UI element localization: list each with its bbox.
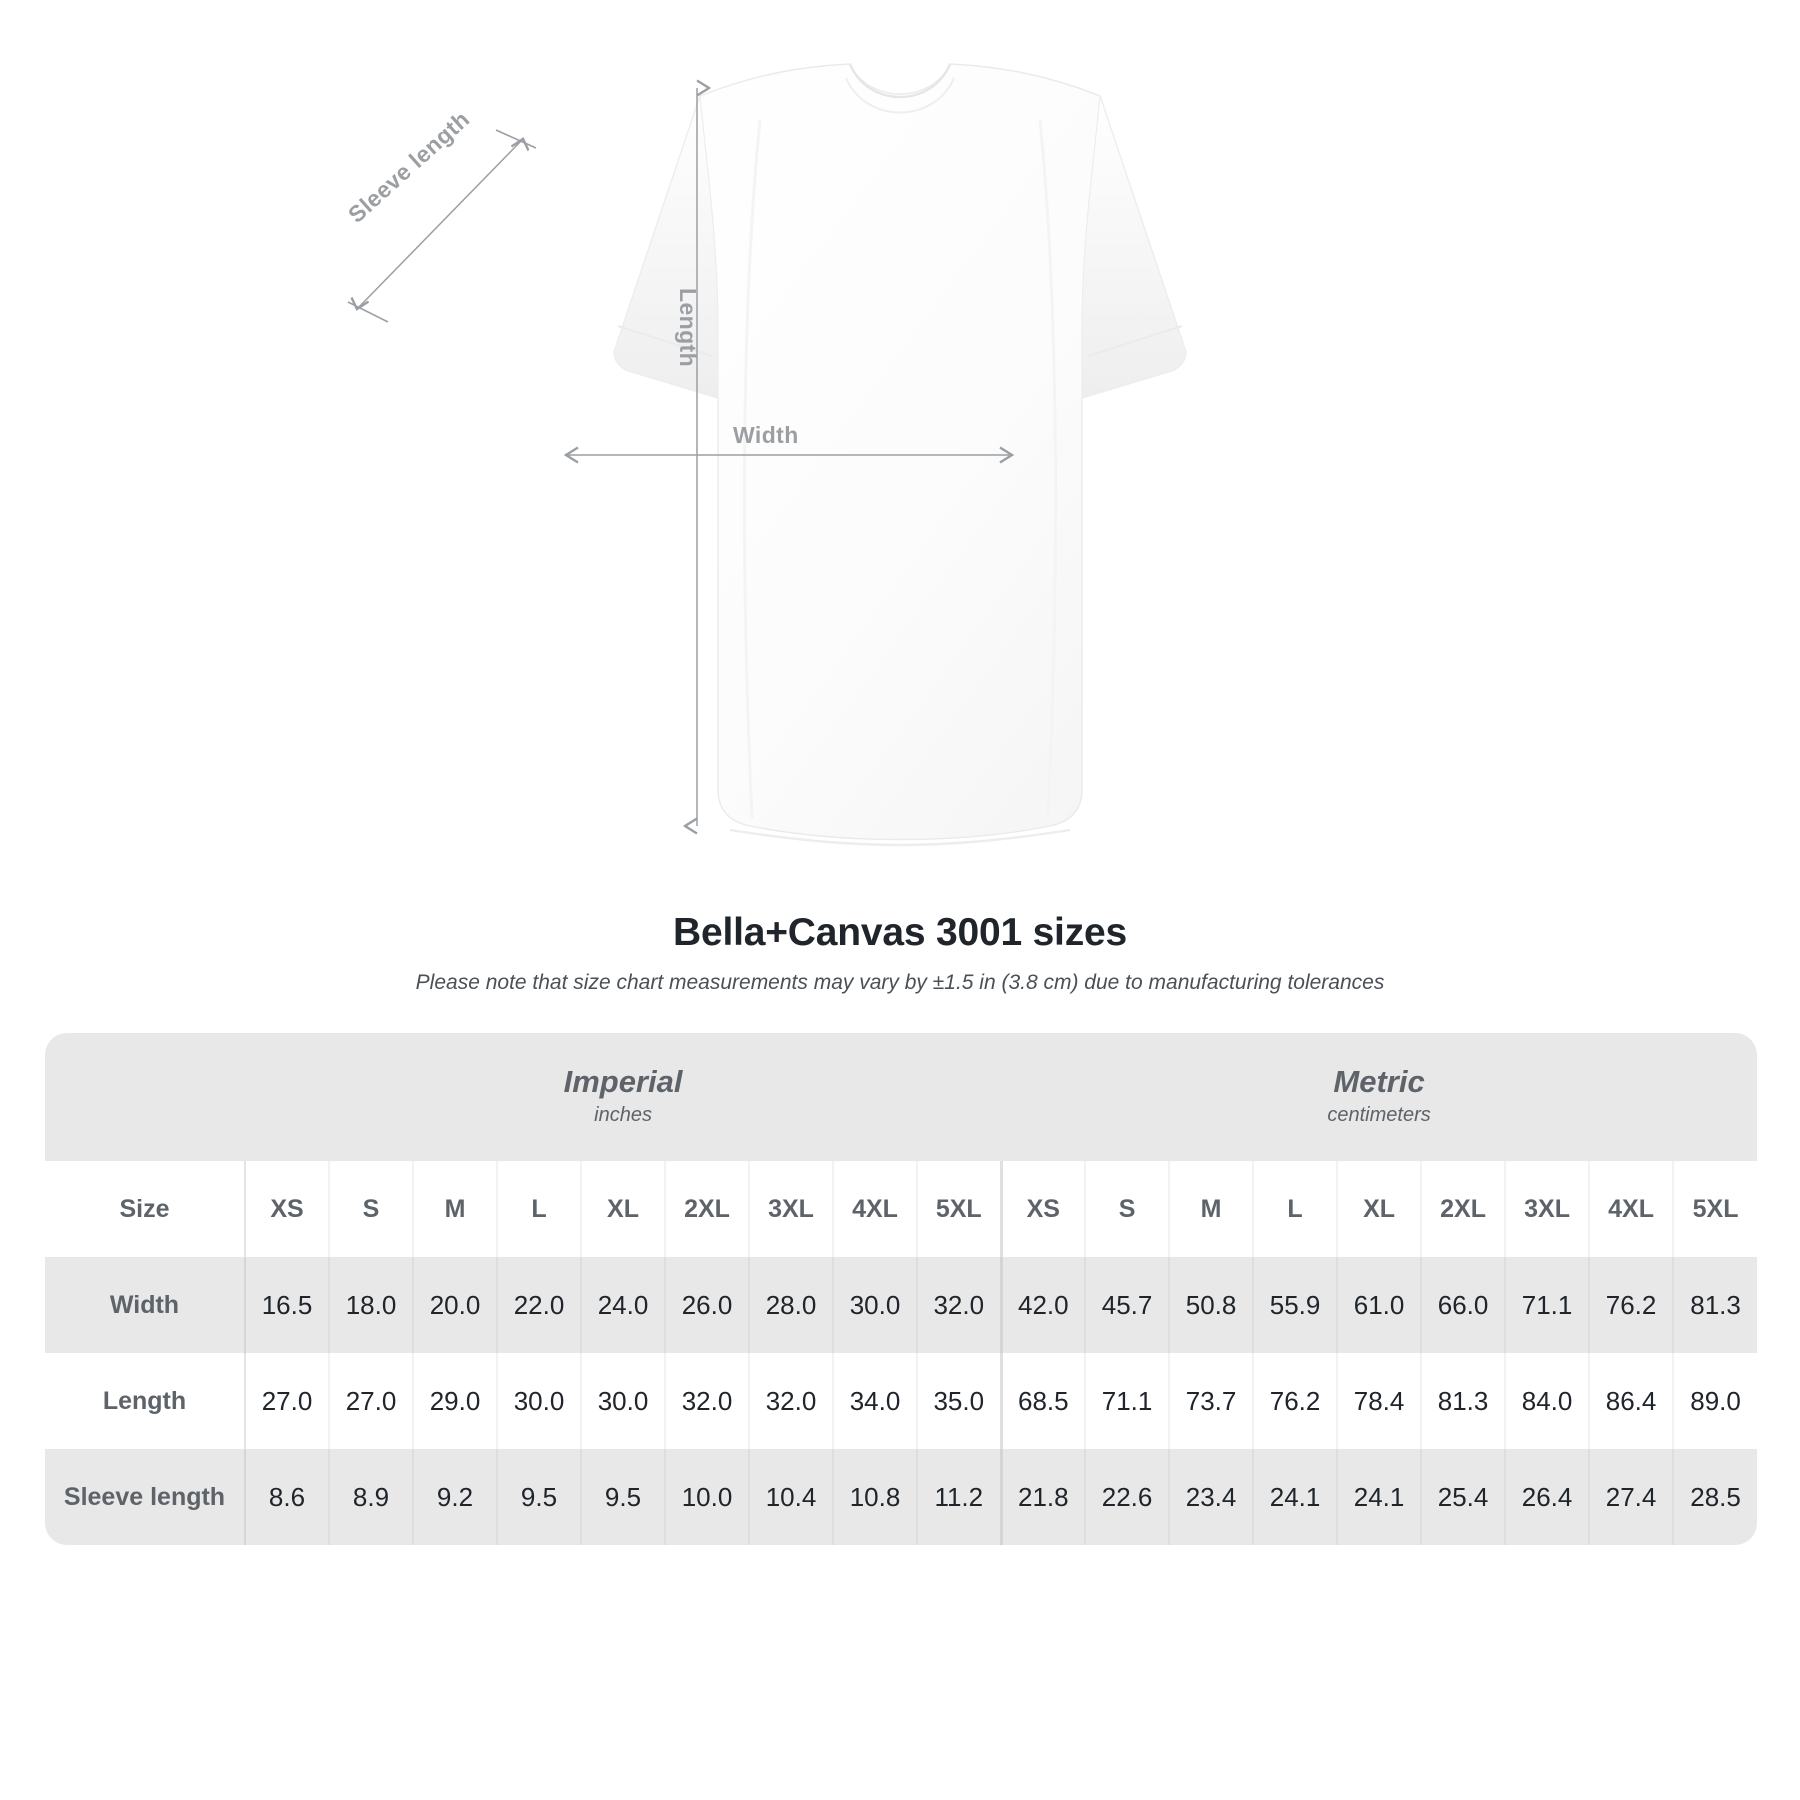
size-column-header: 3XL — [749, 1161, 834, 1257]
system-unit: inches — [594, 1103, 652, 1126]
table-row: Length 27.0 27.0 29.0 30.0 30.0 32.0 32.0 34.0 35… — [45, 1353, 1758, 1449]
table-cell: 78.4 — [1337, 1353, 1423, 1449]
table-cell: 30.0 — [497, 1353, 582, 1449]
system-name: Imperial — [563, 1064, 683, 1100]
table-cell: 20.0 — [413, 1257, 498, 1353]
size-column-header: 5XL — [1673, 1161, 1758, 1257]
table-cell: 76.2 — [1589, 1257, 1675, 1353]
size-header-row: Size XS S M L XL 2XL 3XL 4XL 5XL XS S M L XL 2XL 3XL 4XL 5… — [45, 1161, 1758, 1257]
table-cell: 71.1 — [1085, 1353, 1171, 1449]
table-cell: 84.0 — [1505, 1353, 1591, 1449]
size-column-header: M — [413, 1161, 498, 1257]
tshirt-illustration — [347, 63, 1187, 847]
table-cell: 16.5 — [245, 1257, 330, 1353]
system-unit: centimeters — [1327, 1103, 1431, 1126]
size-column-header: XL — [581, 1161, 666, 1257]
table-cell: 42.0 — [1001, 1257, 1087, 1353]
size-column-header: 3XL — [1505, 1161, 1591, 1257]
table-cell: 61.0 — [1337, 1257, 1423, 1353]
table-cell: 26.0 — [665, 1257, 750, 1353]
table-cell: 8.9 — [329, 1449, 414, 1545]
table-row: Width 16.5 18.0 20.0 22.0 24.0 26.0 28.0 30.0 32.… — [45, 1257, 1758, 1353]
measurement-system-row: Imperial inches Metric centimeters — [45, 1033, 1758, 1161]
table-cell: 30.0 — [833, 1257, 918, 1353]
size-column-header: XS — [1001, 1161, 1087, 1257]
table-cell: 9.5 — [497, 1449, 582, 1545]
system-row-corner — [45, 1033, 245, 1161]
table-cell: 35.0 — [917, 1353, 1003, 1449]
table-cell: 9.2 — [413, 1449, 498, 1545]
size-column-header: XS — [245, 1161, 330, 1257]
size-column-header: S — [329, 1161, 414, 1257]
table-cell: 50.8 — [1169, 1257, 1255, 1353]
row-label-width: Width — [45, 1257, 246, 1353]
size-column-header: 2XL — [665, 1161, 750, 1257]
row-label-sleeve-length: Sleeve length — [45, 1449, 246, 1545]
table-cell: 32.0 — [665, 1353, 750, 1449]
table-cell: 66.0 — [1421, 1257, 1507, 1353]
page-title: Bella+Canvas 3001 sizes — [673, 911, 1127, 954]
table-cell: 71.1 — [1505, 1257, 1591, 1353]
size-column-header: M — [1169, 1161, 1255, 1257]
table-cell: 86.4 — [1589, 1353, 1675, 1449]
table-cell: 32.0 — [749, 1353, 834, 1449]
table-cell: 22.6 — [1085, 1449, 1171, 1545]
table-cell: 27.0 — [329, 1353, 414, 1449]
table-cell: 26.4 — [1505, 1449, 1591, 1545]
size-column-header: 4XL — [1589, 1161, 1675, 1257]
table-cell: 32.0 — [917, 1257, 1003, 1353]
table-row: Sleeve length 8.6 8.9 9.2 9.5 9.5 10.0 10.4 10.8… — [45, 1449, 1758, 1545]
system-name: Metric — [1333, 1064, 1425, 1100]
table-cell: 24.0 — [581, 1257, 666, 1353]
table-cell: 10.4 — [749, 1449, 834, 1545]
table-cell: 22.0 — [497, 1257, 582, 1353]
table-cell: 8.6 — [245, 1449, 330, 1545]
size-column-header: 2XL — [1421, 1161, 1507, 1257]
system-header-imperial: Imperial inches — [245, 1033, 1002, 1161]
table-cell: 27.0 — [245, 1353, 330, 1449]
table-cell: 30.0 — [581, 1353, 666, 1449]
sleeve-length-dimension — [347, 129, 537, 323]
size-chart-table: Imperial inches Metric centimeters Size XS S M L… — [45, 1033, 1758, 1545]
table-cell: 11.2 — [917, 1449, 1003, 1545]
table-cell: 76.2 — [1253, 1353, 1339, 1449]
table-cell: 25.4 — [1421, 1449, 1507, 1545]
size-column-header: 4XL — [833, 1161, 918, 1257]
table-cell: 24.1 — [1253, 1449, 1339, 1545]
row-label-length: Length — [45, 1353, 246, 1449]
size-column-header: L — [497, 1161, 582, 1257]
table-cell: 27.4 — [1589, 1449, 1675, 1545]
table-cell: 73.7 — [1169, 1353, 1255, 1449]
table-cell: 28.0 — [749, 1257, 834, 1353]
table-cell: 68.5 — [1001, 1353, 1087, 1449]
table-cell: 24.1 — [1337, 1449, 1423, 1545]
table-cell: 55.9 — [1253, 1257, 1339, 1353]
table-cell: 29.0 — [413, 1353, 498, 1449]
table-cell: 10.8 — [833, 1449, 918, 1545]
tshirt-diagram: Sleeve length Length Width — [342, 63, 1187, 847]
size-column-header: S — [1085, 1161, 1171, 1257]
size-column-header: L — [1253, 1161, 1339, 1257]
table-cell: 81.3 — [1421, 1353, 1507, 1449]
table-cell: 28.5 — [1673, 1449, 1758, 1545]
table-cell: 18.0 — [329, 1257, 414, 1353]
width-label: Width — [733, 422, 799, 448]
table-cell: 10.0 — [665, 1449, 750, 1545]
table-cell: 89.0 — [1673, 1353, 1758, 1449]
table-cell: 81.3 — [1673, 1257, 1758, 1353]
table-cell: 45.7 — [1085, 1257, 1171, 1353]
table-cell: 9.5 — [581, 1449, 666, 1545]
size-table-container: Imperial inches Metric centimeters Size XS S M L… — [45, 1033, 1758, 1545]
size-column-header: XL — [1337, 1161, 1423, 1257]
chart-heading: Bella+Canvas 3001 sizes Please note that… — [0, 905, 1800, 995]
table-cell: 21.8 — [1001, 1449, 1087, 1545]
size-column-header: 5XL — [917, 1161, 1003, 1257]
length-label: Length — [675, 288, 701, 368]
system-header-metric: Metric centimeters — [1001, 1033, 1758, 1161]
size-header-label: Size — [45, 1161, 246, 1257]
table-cell: 23.4 — [1169, 1449, 1255, 1545]
table-cell: 34.0 — [833, 1353, 918, 1449]
tolerance-note: Please note that size chart measurements… — [415, 971, 1385, 994]
